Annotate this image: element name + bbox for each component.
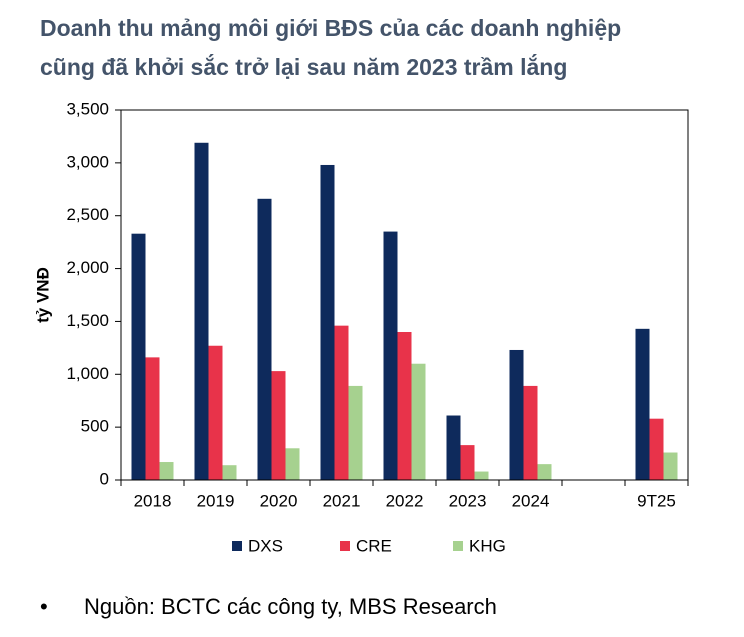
- bar: [145, 357, 160, 480]
- legend-swatch: [453, 541, 463, 551]
- bar: [635, 328, 650, 480]
- legend-label: KHG: [469, 536, 506, 555]
- bar: [383, 231, 398, 480]
- bar: [159, 462, 174, 480]
- bar: [509, 349, 524, 480]
- legend-swatch: [340, 541, 350, 551]
- bar: [537, 464, 552, 480]
- footnote: Nguồn: BCTC các công ty, MBS Research: [84, 594, 497, 619]
- bar: [460, 445, 475, 480]
- bar: [222, 465, 237, 480]
- bar: [348, 385, 363, 480]
- bar: [131, 233, 146, 480]
- legend-label: DXS: [248, 536, 283, 555]
- bar: [446, 415, 461, 480]
- y-tick-label: 0: [100, 469, 109, 488]
- bar: [649, 418, 664, 480]
- bar: [397, 332, 412, 480]
- bar: [257, 198, 272, 481]
- bar: [285, 448, 300, 480]
- x-tick-label: 2019: [197, 491, 235, 510]
- y-axis-label: tỷ VNĐ: [33, 267, 52, 323]
- legend-label: CRE: [356, 536, 392, 555]
- bar: [523, 385, 538, 480]
- bar: [194, 142, 209, 480]
- y-tick-label: 2,000: [66, 258, 109, 277]
- y-tick-label: 2,500: [66, 205, 109, 224]
- bar: [271, 371, 286, 480]
- y-tick-label: 1,500: [66, 311, 109, 330]
- bar: [334, 325, 349, 480]
- chart-title: cũng đã khởi sắc trở lại sau năm 2023 tr…: [40, 53, 567, 80]
- y-tick-label: 500: [81, 417, 109, 436]
- bar: [208, 345, 223, 480]
- y-tick-label: 3,500: [66, 99, 109, 118]
- bar: [474, 471, 489, 480]
- x-tick-label: 2023: [449, 491, 487, 510]
- y-tick-label: 1,000: [66, 364, 109, 383]
- x-tick-label: 2020: [260, 491, 298, 510]
- y-tick-label: 3,000: [66, 152, 109, 171]
- legend-swatch: [232, 541, 242, 551]
- x-tick-label: 2021: [323, 491, 361, 510]
- chart-title: Doanh thu mảng môi giới BĐS của các doan…: [40, 15, 621, 41]
- bar: [411, 363, 426, 480]
- x-tick-label: 2024: [512, 491, 550, 510]
- bar: [663, 452, 678, 480]
- bar: [320, 164, 335, 480]
- x-tick-label: 2018: [134, 491, 172, 510]
- x-tick-label: 2022: [386, 491, 424, 510]
- bullet: •: [40, 594, 48, 619]
- plot-frame: [120, 109, 689, 481]
- x-tick-label: 9T25: [637, 491, 676, 510]
